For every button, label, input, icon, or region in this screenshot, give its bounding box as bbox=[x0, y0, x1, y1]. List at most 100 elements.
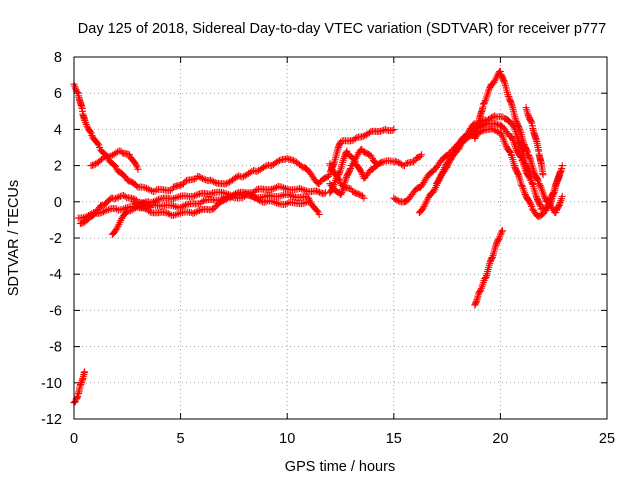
data-point-trail bbox=[340, 153, 348, 161]
y-tick-label: -12 bbox=[41, 412, 62, 428]
chart-title: Day 125 of 2018, Sidereal Day-to-day VTE… bbox=[78, 21, 606, 37]
data-point-trail bbox=[285, 191, 293, 199]
data-point-trail bbox=[391, 195, 399, 203]
data-point-trail bbox=[481, 275, 489, 283]
data-point-trail bbox=[420, 203, 428, 211]
data-point-trail bbox=[137, 203, 145, 211]
data-point-trail bbox=[272, 158, 280, 166]
data-point-trail bbox=[113, 194, 121, 202]
data-point bbox=[337, 138, 344, 146]
data-point-trail bbox=[141, 184, 149, 192]
data-points bbox=[70, 67, 566, 407]
data-point bbox=[151, 187, 159, 195]
data-point-trail bbox=[493, 120, 501, 128]
data-point-trail bbox=[540, 193, 548, 201]
data-point-trail bbox=[122, 204, 130, 212]
data-point-trail bbox=[103, 206, 111, 214]
data-point-trail bbox=[315, 188, 323, 196]
data-point-trail bbox=[349, 160, 357, 168]
data-point-trail bbox=[222, 180, 230, 188]
data-point-trail bbox=[197, 174, 205, 182]
data-point-trail bbox=[532, 191, 540, 199]
data-point-trail bbox=[192, 208, 200, 216]
y-axis-label: SDTVAR / TECUs bbox=[6, 180, 22, 296]
data-point-trail bbox=[173, 193, 181, 201]
data-point-trail bbox=[515, 124, 523, 132]
data-point-trail bbox=[182, 201, 190, 209]
data-point-trail bbox=[524, 110, 532, 118]
data-point-trail bbox=[134, 202, 142, 210]
data-point-trail bbox=[229, 192, 237, 200]
data-point-trail bbox=[555, 201, 563, 209]
data-point-trail bbox=[299, 186, 307, 194]
data-point-trail bbox=[275, 156, 283, 164]
data-point-trail bbox=[180, 202, 188, 210]
data-point-trail bbox=[142, 184, 150, 192]
data-point-trail bbox=[281, 200, 289, 208]
y-tick-label: 4 bbox=[54, 122, 62, 138]
data-point-trail bbox=[278, 183, 286, 191]
data-point-trail bbox=[101, 207, 109, 215]
data-point-trail bbox=[340, 182, 348, 190]
data-point bbox=[556, 169, 564, 177]
data-point bbox=[81, 368, 89, 376]
data-point-trail bbox=[189, 209, 197, 217]
data-point-trail bbox=[144, 185, 152, 193]
data-point-trail bbox=[535, 180, 543, 188]
data-point-trail bbox=[476, 288, 484, 296]
x-tick-label: 20 bbox=[492, 431, 508, 447]
data-point-trail bbox=[94, 140, 102, 148]
data-point-trail bbox=[393, 158, 401, 166]
data-point-trail bbox=[499, 75, 507, 83]
data-point-trail bbox=[545, 200, 553, 208]
y-tick-label: 6 bbox=[54, 86, 62, 102]
data-point-trail bbox=[536, 201, 544, 209]
data-point bbox=[381, 125, 389, 133]
data-point-trail bbox=[288, 156, 296, 164]
data-point-trail bbox=[296, 184, 304, 192]
data-point-trail bbox=[515, 172, 523, 180]
data-point-trail bbox=[477, 286, 485, 294]
data-point-trail bbox=[269, 198, 277, 206]
data-point-trail bbox=[227, 193, 235, 201]
data-point-trail bbox=[271, 198, 279, 206]
data-point-trail bbox=[358, 169, 366, 177]
x-tick-label: 0 bbox=[70, 431, 78, 447]
data-point-trail bbox=[359, 132, 367, 140]
data-point bbox=[305, 198, 313, 206]
data-point-trail bbox=[112, 194, 120, 202]
data-point-trail bbox=[281, 184, 289, 192]
data-point-trail bbox=[86, 128, 94, 136]
data-point-trail bbox=[312, 187, 320, 195]
data-point-trail bbox=[289, 157, 297, 165]
data-point-trail bbox=[526, 154, 534, 162]
data-point-trail bbox=[516, 125, 524, 133]
x-tick-label: 5 bbox=[177, 431, 185, 447]
data-point-trail bbox=[245, 191, 253, 199]
data-point-trail bbox=[500, 77, 508, 85]
data-point-trail bbox=[520, 139, 528, 147]
y-tick-label: -8 bbox=[49, 340, 62, 356]
data-point-trail bbox=[419, 180, 427, 188]
y-tick-label: 2 bbox=[54, 159, 62, 175]
data-point-trail bbox=[337, 190, 345, 198]
data-point-trail bbox=[132, 161, 140, 169]
data-point-trail bbox=[136, 203, 144, 211]
data-point-trail bbox=[481, 98, 489, 106]
data-point-trail bbox=[480, 100, 488, 108]
data-point bbox=[198, 198, 206, 206]
data-point-trail bbox=[169, 195, 177, 203]
data-point-trail bbox=[371, 158, 379, 166]
data-point-trail bbox=[514, 171, 522, 179]
data-point-trail bbox=[402, 160, 410, 168]
data-point-trail bbox=[491, 112, 499, 120]
data-point-trail bbox=[154, 196, 162, 204]
data-point-trail bbox=[222, 195, 230, 203]
data-point-trail bbox=[388, 126, 396, 134]
data-point-trail bbox=[115, 193, 123, 201]
data-point-trail bbox=[278, 192, 286, 200]
data-point bbox=[262, 198, 270, 206]
data-point-trail bbox=[346, 184, 354, 192]
data-point-trail bbox=[313, 207, 321, 215]
data-point-trail bbox=[195, 207, 203, 215]
